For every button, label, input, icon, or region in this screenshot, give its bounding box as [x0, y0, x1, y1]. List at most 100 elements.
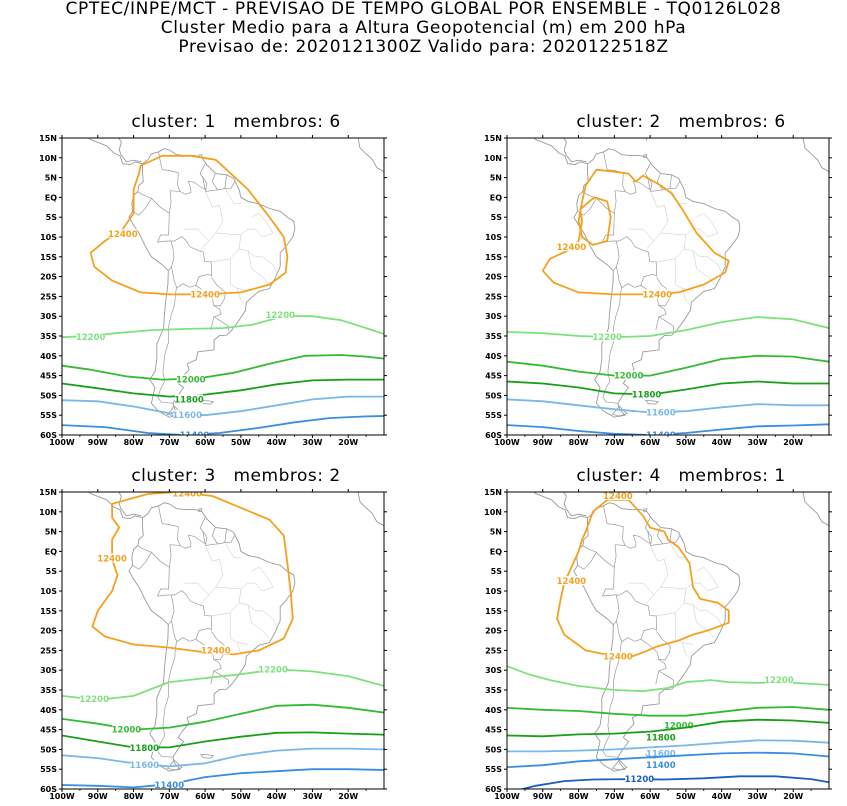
- lat-label: 20S: [40, 627, 57, 636]
- contour-label-background: [130, 742, 159, 752]
- coastline-island: [153, 119, 175, 125]
- contour-label-background: [603, 492, 632, 500]
- coastline-island: [598, 119, 620, 125]
- contour-label-12000: 12000: [614, 372, 644, 382]
- contour-label-12400: 12400: [190, 290, 220, 300]
- lat-label: 60S: [40, 785, 57, 794]
- country-border: [658, 670, 675, 685]
- header-line-1: CPTEC/INPE/MCT - PREVISAO DE TEMPO GLOBA…: [65, 0, 782, 19]
- state-border: [247, 250, 270, 285]
- coastline-island: [198, 508, 203, 512]
- state-border: [224, 542, 241, 558]
- lon-label: 20W: [338, 438, 358, 447]
- country-border: [582, 505, 626, 568]
- contour-label-background: [625, 774, 654, 784]
- country-border: [655, 305, 667, 331]
- contour-line-11600: [507, 739, 829, 753]
- lon-label: 20W: [783, 438, 803, 447]
- country-border: [640, 631, 671, 661]
- lon-label: 70W: [604, 438, 624, 447]
- lat-label: 60S: [485, 431, 502, 440]
- state-border: [183, 582, 209, 596]
- contour-line-12400: [541, 168, 730, 296]
- lon-label: 50W: [676, 438, 696, 447]
- contour-label-background: [603, 651, 632, 661]
- country-border: [179, 163, 206, 195]
- state-border: [183, 228, 209, 242]
- map-panel-cluster-1: cluster: 1 membros: 6 12400 12400 12200 122…: [10, 112, 400, 452]
- map-plot: 12400 12400 12200 12200 12000 11800 11600 11400…: [39, 119, 387, 447]
- contour-line-12200: [507, 316, 829, 339]
- lat-label: EQ: [45, 193, 57, 202]
- contour-label-background: [175, 394, 204, 404]
- map-layers: 12400 12400 12200 12200 12000 11800 11600 11400: [62, 119, 384, 435]
- contour-label-12400: 12400: [557, 577, 587, 587]
- state-border: [644, 228, 708, 252]
- country-border: [624, 517, 651, 549]
- contour-label-background: [108, 229, 137, 239]
- contour-label-background: [173, 410, 202, 420]
- coastline-island: [624, 124, 630, 126]
- lat-label: 20S: [485, 273, 502, 282]
- contour-label-11600: 11600: [646, 408, 676, 418]
- lat-label: 40S: [40, 352, 57, 361]
- contour-label-11200: 11200: [625, 775, 655, 785]
- country-border: [202, 527, 219, 546]
- state-border: [696, 566, 719, 592]
- state-border: [205, 191, 220, 208]
- state-border: [262, 256, 277, 273]
- lat-label: 40S: [40, 706, 57, 715]
- contour-label-background: [614, 370, 643, 380]
- contour-label-background: [664, 720, 693, 730]
- state-border: [696, 212, 719, 238]
- lon-label: 30W: [747, 792, 767, 801]
- lon-label: 90W: [533, 792, 553, 801]
- lat-label: 15S: [40, 253, 57, 262]
- contour-label-11600: 11600: [646, 749, 676, 759]
- contour-label-11400: 11400: [155, 781, 185, 791]
- country-border: [157, 287, 177, 404]
- lon-label: 40W: [712, 792, 732, 801]
- country-border: [202, 173, 219, 192]
- lat-label: 35S: [485, 686, 502, 695]
- lat-label: 15S: [485, 253, 502, 262]
- contour-line-12400: [91, 492, 294, 656]
- state-border: [262, 610, 277, 627]
- lat-label: 30S: [40, 312, 57, 321]
- state-border: [229, 258, 249, 291]
- map-plot: 12400 12400 12400 12200 12200 12000 11800 11600…: [39, 488, 387, 801]
- lat-label: 25S: [485, 646, 502, 655]
- country-border: [669, 180, 681, 189]
- coastline-island: [645, 492, 648, 495]
- country-border: [210, 305, 222, 331]
- state-border: [644, 582, 708, 606]
- contour-label-12200: 12200: [265, 311, 295, 321]
- map-panel-cluster-2: cluster: 2 membros: 6 12400 12400 12200 120…: [455, 112, 845, 452]
- lon-label: 100W: [494, 792, 520, 801]
- contour-label-background: [76, 331, 105, 341]
- lat-label: 50S: [40, 391, 57, 400]
- contour-label-background: [646, 748, 675, 758]
- contour-label-background: [643, 289, 672, 299]
- country-border: [156, 567, 175, 625]
- lat-label: 45S: [40, 726, 57, 735]
- state-border: [683, 234, 687, 249]
- country-border: [217, 528, 227, 545]
- contour-label-12200: 12200: [764, 676, 794, 686]
- contour-label-12000: 12000: [664, 722, 694, 732]
- lat-label: 55S: [40, 411, 57, 420]
- state-border: [660, 559, 669, 588]
- lat-label: 5N: [45, 528, 57, 537]
- contour-label-background: [646, 407, 675, 417]
- lat-label: 10S: [485, 233, 502, 242]
- lat-label: 35S: [485, 332, 502, 341]
- lat-label: 5S: [46, 213, 58, 222]
- state-border: [628, 228, 654, 242]
- contour-label-background: [112, 724, 141, 734]
- lat-label: 45S: [485, 726, 502, 735]
- lon-label: 80W: [124, 792, 144, 801]
- map-panel-cluster-4: cluster: 4 membros: 1 12400 12400 12400 122…: [455, 466, 845, 806]
- lat-label: 50S: [40, 745, 57, 754]
- lat-label: EQ: [490, 193, 502, 202]
- lon-label: 30W: [747, 438, 767, 447]
